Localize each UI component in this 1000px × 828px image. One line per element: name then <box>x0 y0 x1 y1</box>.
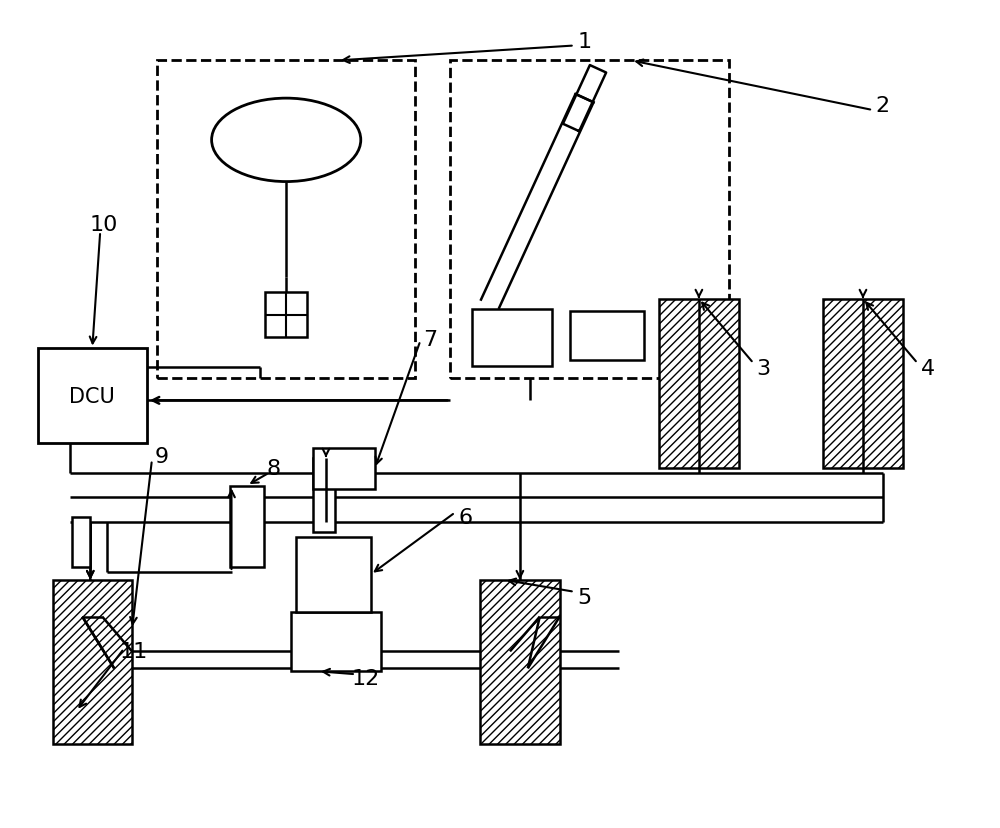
Text: 10: 10 <box>90 215 118 235</box>
Polygon shape <box>481 95 594 309</box>
Bar <box>313 448 375 490</box>
Bar <box>291 612 381 672</box>
Bar <box>313 458 335 532</box>
Text: 5: 5 <box>577 587 592 607</box>
Bar <box>157 61 415 378</box>
Bar <box>480 580 560 744</box>
Text: 9: 9 <box>155 446 169 466</box>
Bar <box>72 518 90 567</box>
Text: 4: 4 <box>921 359 935 379</box>
Text: 8: 8 <box>266 458 280 478</box>
Bar <box>823 300 903 468</box>
Polygon shape <box>563 66 606 132</box>
Bar <box>53 580 132 744</box>
Ellipse shape <box>212 99 361 182</box>
Bar <box>570 311 644 361</box>
Bar <box>450 61 729 378</box>
Bar <box>659 300 739 468</box>
Text: 12: 12 <box>352 668 380 688</box>
Text: 7: 7 <box>423 329 437 349</box>
Text: 6: 6 <box>458 508 472 527</box>
Text: 2: 2 <box>876 96 890 116</box>
Text: 11: 11 <box>120 642 148 662</box>
Bar <box>265 293 307 338</box>
Text: DCU: DCU <box>69 386 115 406</box>
Bar <box>472 310 552 367</box>
Text: 1: 1 <box>577 31 592 51</box>
Bar <box>38 349 147 443</box>
Bar <box>230 486 264 567</box>
Text: 3: 3 <box>756 359 771 379</box>
Bar <box>296 537 371 612</box>
